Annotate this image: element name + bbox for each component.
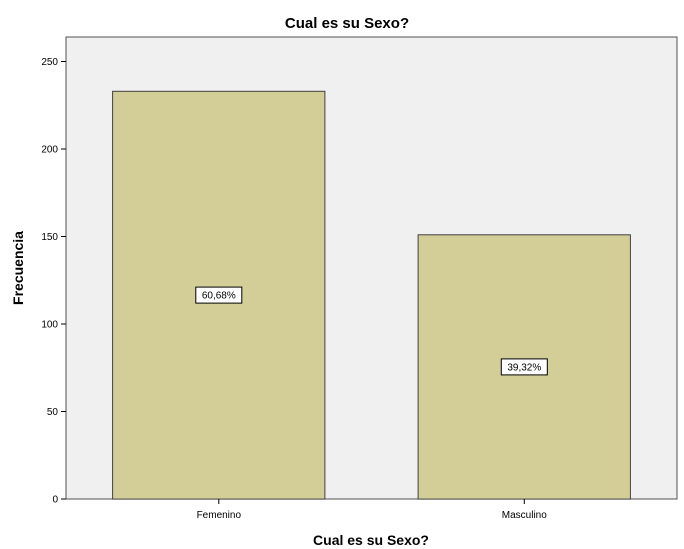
chart-title: Cual es su Sexo?	[285, 15, 409, 32]
x-tick-label: Masculino	[502, 510, 547, 521]
y-tick-label: 50	[47, 407, 59, 418]
x-tick-label: Femenino	[197, 510, 242, 521]
y-tick-label: 100	[41, 320, 58, 331]
x-axis-title: Cual es su Sexo?	[313, 532, 429, 548]
x-axis: Femenino Masculino	[197, 499, 547, 521]
data-label-box	[500, 358, 548, 376]
y-axis-title: Frecuencia	[10, 231, 26, 305]
y-tick-label: 250	[41, 57, 58, 68]
y-axis: 0 50 100 150 200 250	[41, 57, 66, 506]
data-labels-group: 60,68% 39,32%	[195, 286, 548, 376]
y-tick-label: 150	[41, 232, 58, 243]
y-tick-label: 200	[41, 145, 58, 156]
data-label: 60,68%	[202, 291, 236, 302]
y-tick-label: 0	[52, 495, 58, 506]
data-label: 39,32%	[507, 362, 541, 373]
data-label-box	[195, 286, 243, 304]
